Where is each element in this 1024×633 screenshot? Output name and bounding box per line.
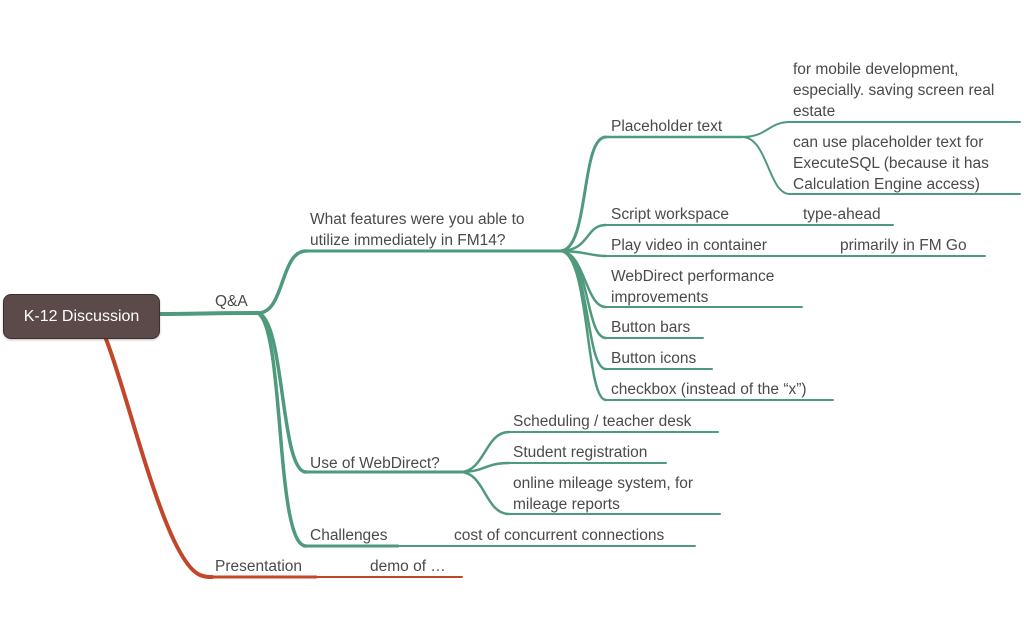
root-label: K-12 Discussion	[23, 307, 140, 325]
node-webdirect-performance[interactable]: WebDirect performance improvements	[611, 268, 775, 306]
node-demo-of[interactable]: demo of …	[370, 558, 446, 575]
node-qa[interactable]: Q&A	[215, 293, 248, 310]
node-presentation[interactable]: Presentation	[215, 558, 303, 575]
node-fm-go[interactable]: primarily in FM Go	[840, 237, 967, 254]
node-type-ahead[interactable]: type-ahead	[803, 206, 881, 223]
node-placeholder-text[interactable]: Placeholder text	[611, 118, 723, 135]
node-challenges[interactable]: Challenges	[310, 527, 388, 544]
node-mobile-development[interactable]: for mobile development, especially. savi…	[793, 61, 995, 120]
node-checkbox[interactable]: checkbox (instead of the “x”)	[611, 381, 807, 398]
link-qa-challenges	[256, 311, 308, 548]
node-features[interactable]: What features were you able to utilize i…	[310, 211, 525, 249]
link-webdirect-scheduling	[458, 430, 511, 474]
root-node[interactable]: K-12 Discussion	[3, 294, 160, 339]
link-qa-features	[256, 249, 308, 315]
node-executesql[interactable]: can use placeholder text for ExecuteSQL …	[793, 134, 989, 193]
link-features-placeholder	[558, 135, 608, 253]
node-concurrent-connections[interactable]: cost of concurrent connections	[454, 527, 665, 544]
node-button-bars[interactable]: Button bars	[611, 319, 691, 336]
link-webdirect-registration	[458, 461, 511, 474]
node-play-video[interactable]: Play video in container	[611, 237, 767, 254]
node-scheduling[interactable]: Scheduling / teacher desk	[513, 413, 692, 430]
link-root-presentation	[104, 337, 214, 579]
link-features-checkbox	[558, 249, 608, 402]
node-script-workspace[interactable]: Script workspace	[611, 206, 730, 223]
node-mileage-system[interactable]: online mileage system, for mileage repor…	[513, 475, 694, 513]
link-placeholder-mobile	[741, 121, 791, 138]
link-placeholder-executesql	[741, 136, 791, 195]
link-webdirect-mileage	[458, 470, 511, 516]
link-qa-webdirect	[256, 311, 308, 474]
node-student-registration[interactable]: Student registration	[513, 444, 648, 461]
node-use-of-webdirect[interactable]: Use of WebDirect?	[310, 455, 440, 472]
node-button-icons[interactable]: Button icons	[611, 350, 697, 367]
